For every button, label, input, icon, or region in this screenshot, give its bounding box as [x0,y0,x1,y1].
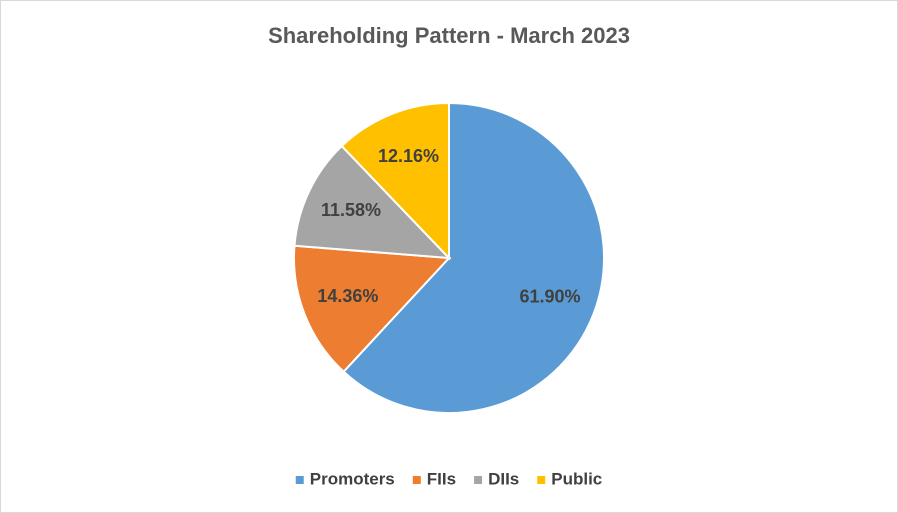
legend-label: Public [551,469,602,488]
legend-marker [412,476,421,484]
chart-title: Shareholding Pattern - March 2023 [268,23,630,48]
legend-marker [537,476,546,484]
pie-slice [293,144,452,260]
pie-slice [340,101,450,261]
legend-marker [295,476,304,484]
legend-label: Promoters [310,469,395,488]
legend-label: FIIs [427,469,456,488]
data-label: 11.58% [321,200,381,220]
legend-label: DIIs [488,469,519,488]
pie-slice [342,101,605,414]
pie-slice [293,244,452,374]
data-label: 61.90% [519,286,580,306]
data-label: 12.16% [378,146,439,166]
data-label: 14.36% [317,286,378,306]
legend-marker [474,476,483,484]
